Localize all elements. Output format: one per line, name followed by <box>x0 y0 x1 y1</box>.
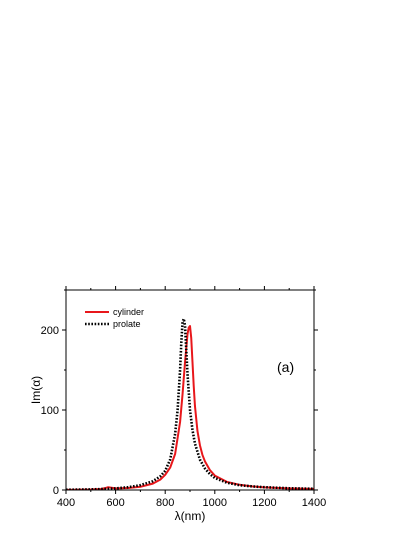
x-axis-title: λ(nm) <box>175 509 206 523</box>
x-tick-label: 1400 <box>302 497 326 509</box>
y-tick-label: 0 <box>53 485 59 497</box>
legend-label-prolate: prolate <box>113 319 141 329</box>
x-tick-label: 400 <box>57 497 75 509</box>
x-tick-label: 1000 <box>203 497 227 509</box>
legend: cylinder prolate <box>85 307 144 329</box>
y-axis-title: Im(α) <box>29 376 43 404</box>
axes: 400 600 800 1000 1200 1400 0 100 200 <box>41 286 326 509</box>
series-line-prolate <box>66 317 314 490</box>
y-tick-label: 200 <box>41 325 59 337</box>
x-tick-label: 600 <box>106 497 124 509</box>
series-line-cylinder <box>66 325 314 490</box>
panel-label: (a) <box>277 359 294 375</box>
plot-area <box>66 317 314 490</box>
legend-label-cylinder: cylinder <box>113 307 144 317</box>
y-tick-label: 100 <box>41 405 59 417</box>
x-tick-label: 800 <box>156 497 174 509</box>
x-tick-label: 1200 <box>252 497 276 509</box>
plot-frame <box>65 289 315 491</box>
